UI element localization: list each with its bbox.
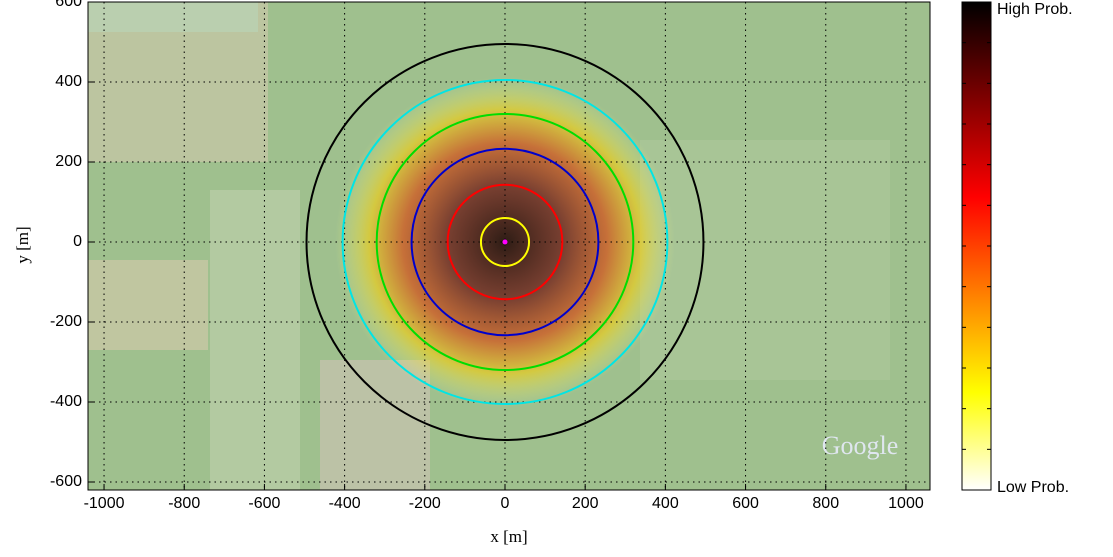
y-tick-label: -200 [50,313,82,330]
watermark: Google [822,431,899,460]
y-tick-label: 0 [73,233,82,250]
x-tick-label: -800 [168,495,200,512]
x-tick-label: -600 [248,495,280,512]
y-tick-label: 200 [55,153,82,170]
x-tick-label: 0 [501,495,510,512]
colorbar-high-label: High Prob. [997,1,1073,18]
colorbar [962,2,991,490]
x-tick-label: -400 [329,495,361,512]
y-axis-label: y [m] [13,226,32,263]
chart: Google x [m] y [m] High Prob. Low Prob. … [0,0,1113,552]
x-tick-label: 600 [732,495,759,512]
y-tick-label: -600 [50,473,82,490]
colorbar-low-label: Low Prob. [997,479,1069,496]
y-tick-label: 400 [55,73,82,90]
center-point [502,240,507,245]
page: {"chart_data": {"type": "circles", "xlab… [0,0,1113,552]
y-tick-label: -400 [50,393,82,410]
x-tick-label: 1000 [888,495,924,512]
x-tick-label: 200 [572,495,599,512]
y-tick-label: 600 [55,0,82,10]
x-tick-label: -1000 [84,495,125,512]
x-tick-label: -200 [409,495,441,512]
x-tick-label: 800 [812,495,839,512]
x-tick-label: 400 [652,495,679,512]
x-axis-label: x [m] [490,527,527,546]
